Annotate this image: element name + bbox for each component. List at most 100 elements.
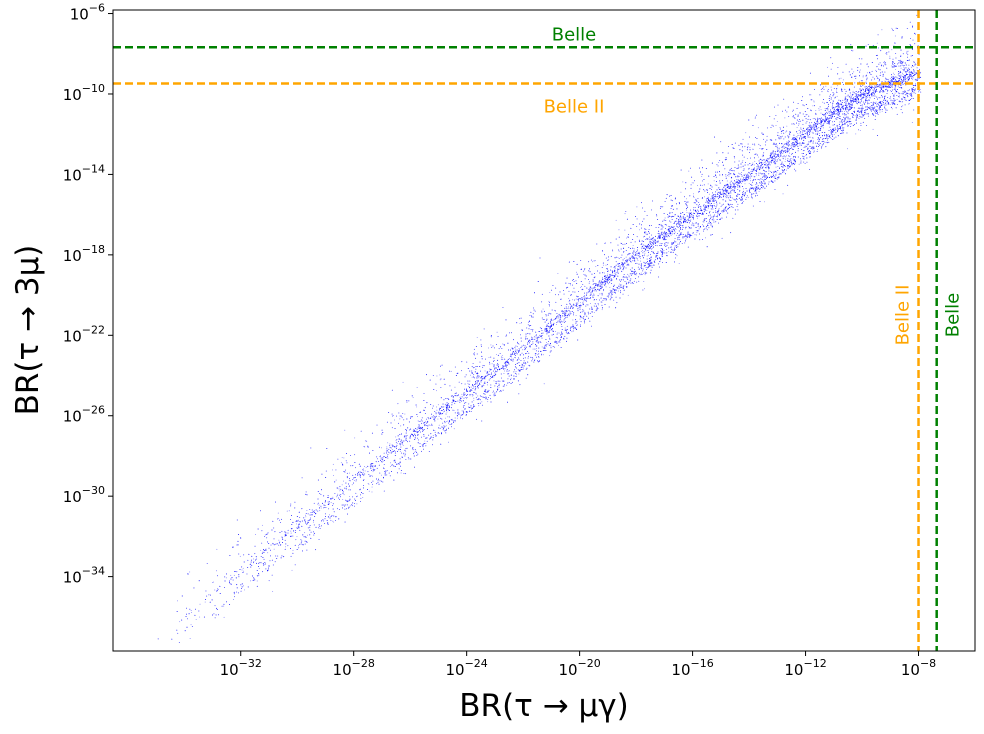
scatter-point (571, 331, 573, 333)
scatter-point (564, 336, 566, 337)
scatter-point (887, 81, 889, 83)
scatter-point (488, 357, 490, 358)
scatter-point (797, 133, 799, 134)
scatter-point (903, 66, 904, 68)
scatter-point (519, 369, 521, 371)
scatter-point (855, 133, 857, 135)
scatter-point (258, 567, 260, 569)
scatter-points (157, 14, 922, 643)
scatter-point (680, 191, 682, 193)
scatter-point (223, 605, 225, 607)
scatter-point (701, 175, 703, 177)
scatter-point (825, 85, 827, 87)
scatter-point (695, 230, 697, 232)
scatter-point (392, 446, 394, 448)
scatter-point (588, 297, 590, 299)
scatter-point (478, 405, 480, 407)
scatter-point (586, 294, 588, 295)
scatter-point (370, 464, 372, 466)
scatter-point (754, 176, 756, 178)
scatter-point (830, 138, 832, 140)
scatter-point (783, 146, 785, 147)
scatter-point (244, 589, 246, 591)
scatter-point (793, 139, 795, 141)
scatter-point (903, 96, 904, 98)
scatter-point (241, 569, 243, 571)
scatter-point (867, 103, 869, 105)
scatter-point (893, 74, 895, 76)
scatter-point (365, 467, 367, 469)
scatter-point (568, 306, 570, 308)
scatter-point (356, 503, 358, 505)
scatter-point (757, 127, 759, 129)
scatter-point (716, 204, 718, 206)
scatter-point (233, 599, 234, 600)
scatter-point (396, 442, 398, 444)
scatter-point (318, 504, 320, 506)
scatter-point (621, 284, 623, 286)
scatter-point (789, 134, 791, 136)
scatter-point (403, 452, 405, 454)
scatter-point (447, 416, 449, 418)
scatter-point (785, 131, 787, 133)
scatter-point (690, 219, 692, 221)
scatter-point (572, 319, 574, 321)
scatter-point (477, 399, 479, 401)
scatter-point (812, 123, 814, 125)
scatter-point (371, 486, 373, 488)
scatter-point (654, 262, 656, 263)
scatter-point (704, 219, 706, 221)
scatter-point (399, 418, 401, 420)
scatter-point (835, 113, 837, 115)
scatter-point (264, 534, 266, 536)
scatter-point (298, 519, 300, 521)
scatter-point (641, 250, 643, 252)
scatter-point (349, 472, 351, 474)
scatter-point (811, 131, 813, 133)
scatter-point (514, 348, 516, 350)
scatter-point (381, 462, 383, 464)
scatter-point (484, 370, 486, 372)
scatter-point (542, 318, 544, 320)
scatter-point (776, 172, 778, 174)
scatter-point (348, 489, 350, 491)
scatter-point (223, 616, 225, 618)
scatter-point (827, 91, 829, 93)
scatter-point (297, 545, 299, 547)
scatter-point (829, 112, 831, 114)
scatter-point (619, 267, 621, 269)
scatter-point (743, 169, 745, 171)
scatter-point (813, 101, 815, 103)
scatter-point (880, 90, 882, 92)
scatter-point (453, 409, 455, 411)
scatter-point (555, 331, 557, 332)
scatter-point (490, 344, 492, 346)
scatter-point (364, 470, 366, 472)
scatter-point (745, 132, 747, 134)
scatter-point (439, 409, 441, 411)
scatter-point (608, 259, 610, 261)
scatter-point (199, 616, 201, 618)
scatter-point (795, 136, 797, 138)
scatter-point (785, 158, 787, 160)
scatter-point (902, 105, 904, 107)
scatter-point (848, 102, 850, 104)
scatter-point (800, 128, 802, 130)
scatter-point (589, 303, 591, 305)
scatter-point (751, 198, 753, 200)
scatter-point (311, 514, 313, 516)
scatter-point (590, 288, 591, 290)
scatter-point (439, 374, 441, 376)
scatter-point (812, 118, 814, 120)
scatter-point (832, 94, 834, 96)
scatter-point (405, 450, 407, 452)
scatter-point (778, 148, 780, 150)
scatter-point (383, 468, 385, 470)
scatter-point (543, 346, 545, 347)
scatter-point (404, 413, 406, 415)
scatter-point (666, 233, 668, 234)
scatter-point (217, 587, 219, 589)
scatter-point (333, 521, 335, 523)
scatter-point (582, 300, 584, 302)
scatter-point (906, 50, 908, 52)
